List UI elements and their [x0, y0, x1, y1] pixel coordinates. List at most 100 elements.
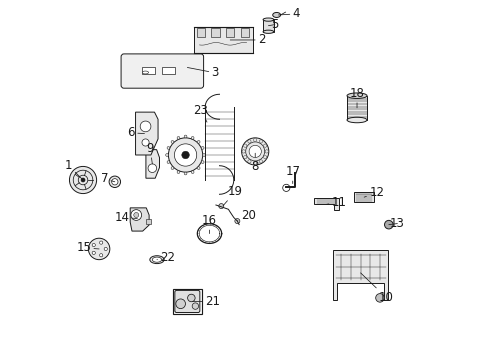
Circle shape [182, 151, 189, 159]
Circle shape [167, 147, 169, 149]
Circle shape [100, 241, 102, 244]
Circle shape [100, 254, 102, 257]
Bar [142, 67, 154, 74]
Polygon shape [145, 150, 159, 178]
Circle shape [165, 154, 168, 156]
Ellipse shape [152, 257, 162, 262]
Text: 6: 6 [127, 126, 144, 139]
Text: 3: 3 [187, 66, 219, 79]
Text: 21: 21 [192, 295, 220, 308]
FancyBboxPatch shape [121, 54, 203, 88]
Polygon shape [135, 112, 158, 155]
Text: 13: 13 [388, 217, 404, 230]
Text: 9: 9 [146, 142, 154, 164]
Circle shape [142, 139, 149, 146]
Circle shape [78, 175, 88, 185]
Circle shape [203, 154, 205, 156]
Circle shape [247, 160, 250, 163]
Text: 16: 16 [202, 214, 217, 234]
Circle shape [259, 140, 262, 143]
Text: 12: 12 [364, 186, 384, 199]
Ellipse shape [272, 13, 280, 18]
Circle shape [264, 150, 268, 153]
Circle shape [140, 121, 151, 132]
Circle shape [176, 299, 185, 309]
Circle shape [247, 140, 250, 143]
Circle shape [197, 167, 200, 170]
Bar [225, 28, 234, 37]
Circle shape [243, 156, 246, 159]
Bar [263, 19, 273, 32]
Bar [354, 192, 373, 202]
Circle shape [184, 172, 186, 175]
Circle shape [375, 294, 384, 302]
Circle shape [92, 243, 95, 247]
Circle shape [253, 161, 256, 165]
Circle shape [177, 136, 180, 139]
Circle shape [92, 251, 95, 255]
Text: 11: 11 [326, 195, 346, 209]
Circle shape [191, 136, 194, 139]
Circle shape [191, 171, 194, 174]
Circle shape [241, 138, 268, 165]
Text: 1: 1 [65, 159, 83, 180]
Bar [162, 67, 174, 74]
Circle shape [248, 145, 261, 158]
Text: 7: 7 [101, 172, 115, 185]
Ellipse shape [263, 18, 273, 21]
Text: 14: 14 [114, 211, 137, 224]
Text: 17: 17 [285, 165, 300, 184]
Ellipse shape [149, 256, 164, 264]
Circle shape [148, 164, 156, 172]
Text: 10: 10 [360, 273, 392, 304]
Circle shape [201, 161, 203, 163]
Polygon shape [332, 250, 387, 300]
Text: 23: 23 [193, 104, 208, 122]
Circle shape [259, 160, 262, 163]
Circle shape [171, 140, 173, 143]
Polygon shape [313, 198, 339, 210]
Circle shape [69, 166, 97, 194]
Circle shape [192, 303, 198, 309]
Circle shape [111, 179, 118, 185]
Circle shape [242, 150, 245, 153]
Circle shape [384, 220, 392, 229]
Circle shape [282, 184, 289, 192]
Bar [211, 28, 219, 37]
Circle shape [177, 171, 180, 174]
Circle shape [168, 138, 203, 172]
Ellipse shape [346, 117, 366, 123]
Polygon shape [130, 208, 149, 231]
Circle shape [263, 156, 266, 159]
Bar [193, 27, 252, 53]
Circle shape [131, 210, 142, 220]
Ellipse shape [346, 93, 366, 98]
Circle shape [197, 140, 200, 143]
Circle shape [201, 147, 203, 149]
Circle shape [134, 212, 139, 217]
Circle shape [218, 203, 224, 208]
Circle shape [243, 144, 246, 147]
Ellipse shape [263, 30, 273, 33]
Circle shape [263, 144, 266, 147]
Ellipse shape [142, 71, 148, 74]
Circle shape [184, 135, 186, 138]
Bar [240, 28, 248, 37]
Text: 4: 4 [278, 8, 300, 21]
Bar [145, 219, 150, 224]
Bar [346, 96, 366, 120]
Circle shape [104, 247, 107, 251]
Bar [172, 289, 202, 314]
Text: 19: 19 [223, 185, 243, 206]
Text: 2: 2 [230, 33, 265, 46]
Circle shape [88, 238, 110, 260]
Text: 5: 5 [268, 18, 278, 31]
Text: 20: 20 [237, 208, 255, 221]
Circle shape [171, 167, 173, 170]
Circle shape [253, 138, 256, 141]
Circle shape [187, 294, 195, 302]
Text: 8: 8 [251, 153, 258, 173]
Circle shape [73, 170, 93, 190]
Circle shape [234, 219, 240, 224]
Circle shape [174, 144, 196, 166]
